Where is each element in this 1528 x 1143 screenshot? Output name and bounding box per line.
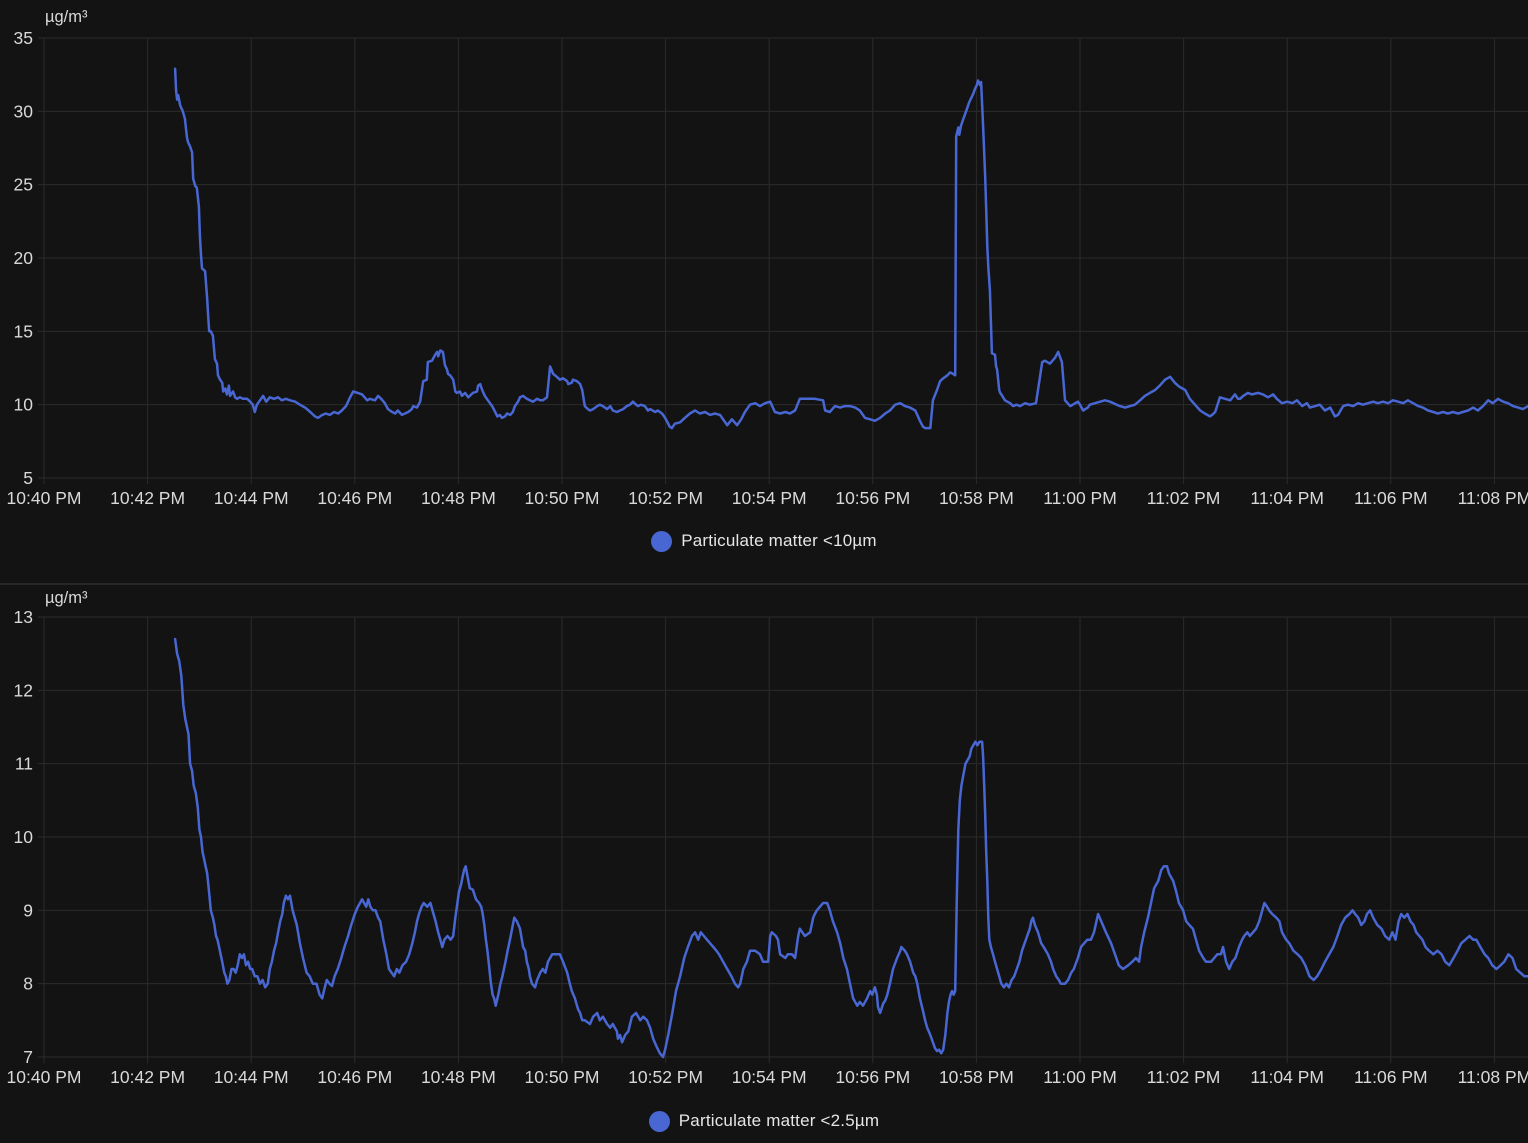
pm25-legend-dot [648,1110,670,1132]
pm10-history-chart[interactable]: 5 10 15 20 25 30 35 10:40 PM 10:42 PM 10:44 PM 10:… [0,0,1528,520]
pm10-legend-label: Particulate matter <10µm [681,531,877,550]
x-tick-label: 10:48 PM [421,488,496,508]
x-tick-label: 10:54 PM [732,1067,807,1087]
pm25-series-line [173,637,1528,1059]
spacer [0,562,1528,583]
x-tick-label: 10:44 PM [214,1067,289,1087]
x-tick-label: 10:56 PM [835,1067,910,1087]
pm25-history-chart[interactable]: 7 8 9 10 11 12 13 10:40 PM 10:42 PM 10:44 PM 10:46… [0,585,1528,1100]
x-tick-label: 10:42 PM [110,488,185,508]
x-tick-label: 10:56 PM [835,488,910,508]
x-tick-label: 11:08 PM [1458,1067,1528,1087]
x-tick-label: 11:04 PM [1250,1067,1324,1087]
x-tick-label: 10:46 PM [317,1067,392,1087]
x-tick-label: 10:54 PM [732,488,807,508]
x-tick-label: 10:48 PM [421,1067,496,1087]
x-tick-label: 10:42 PM [110,1067,185,1087]
y-tick-label: 20 [14,248,34,268]
x-tick-label: 11:02 PM [1147,1067,1221,1087]
y-tick-label: 8 [23,974,33,994]
y-tick-label: 30 [14,101,34,121]
pm10-chart-card: 5 10 15 20 25 30 35 10:40 PM 10:42 PM 10:44 PM 10:… [0,0,1528,583]
x-tick-label: 11:08 PM [1458,488,1528,508]
x-tick-label: 10:46 PM [317,488,392,508]
x-tick-label: 10:52 PM [628,1067,703,1087]
y-tick-label: 35 [14,28,33,48]
x-tick-label: 10:44 PM [214,488,289,508]
y-tick-label: 13 [14,607,33,627]
pm10-legend-dot [651,530,673,552]
x-tick-label: 11:04 PM [1250,488,1324,508]
x-tick-label: 10:52 PM [628,488,703,508]
y-tick-label: 11 [15,754,33,774]
y-tick-label: 7 [23,1047,33,1067]
x-tick-label: 10:58 PM [939,1067,1014,1087]
y-tick-label: 12 [14,680,33,700]
x-tick-label: 10:40 PM [7,488,82,508]
y-tick-label: 15 [14,321,33,341]
y-tick-label: 5 [23,468,33,488]
chart-divider [0,583,1528,585]
y-tick-label: 10 [14,395,34,415]
pm25-legend-label: Particulate matter <2.5µm [678,1111,880,1130]
x-tick-label: 11:06 PM [1354,488,1428,508]
x-tick-label: 11:00 PM [1043,1067,1117,1087]
y-axis-unit-label: µg/m³ [45,589,88,607]
y-tick-label: 25 [14,175,33,195]
pm10-legend[interactable]: Particulate matter <10µm [0,520,1528,562]
x-tick-label: 10:50 PM [525,1067,600,1087]
x-tick-label: 10:40 PM [7,1067,82,1087]
x-tick-label: 11:06 PM [1354,1067,1428,1087]
x-tick-label: 11:02 PM [1147,488,1221,508]
pm10-series-line [173,67,1528,430]
y-tick-label: 9 [23,900,33,920]
x-tick-label: 10:58 PM [939,488,1014,508]
y-tick-label: 10 [14,827,34,847]
y-axis-unit-label: µg/m³ [45,8,88,26]
pm25-legend[interactable]: Particulate matter <2.5µm [0,1100,1528,1142]
pm25-chart-card: 7 8 9 10 11 12 13 10:40 PM 10:42 PM 10:44 PM 10:46… [0,585,1528,1142]
x-tick-label: 11:00 PM [1043,488,1117,508]
x-tick-label: 10:50 PM [525,488,600,508]
